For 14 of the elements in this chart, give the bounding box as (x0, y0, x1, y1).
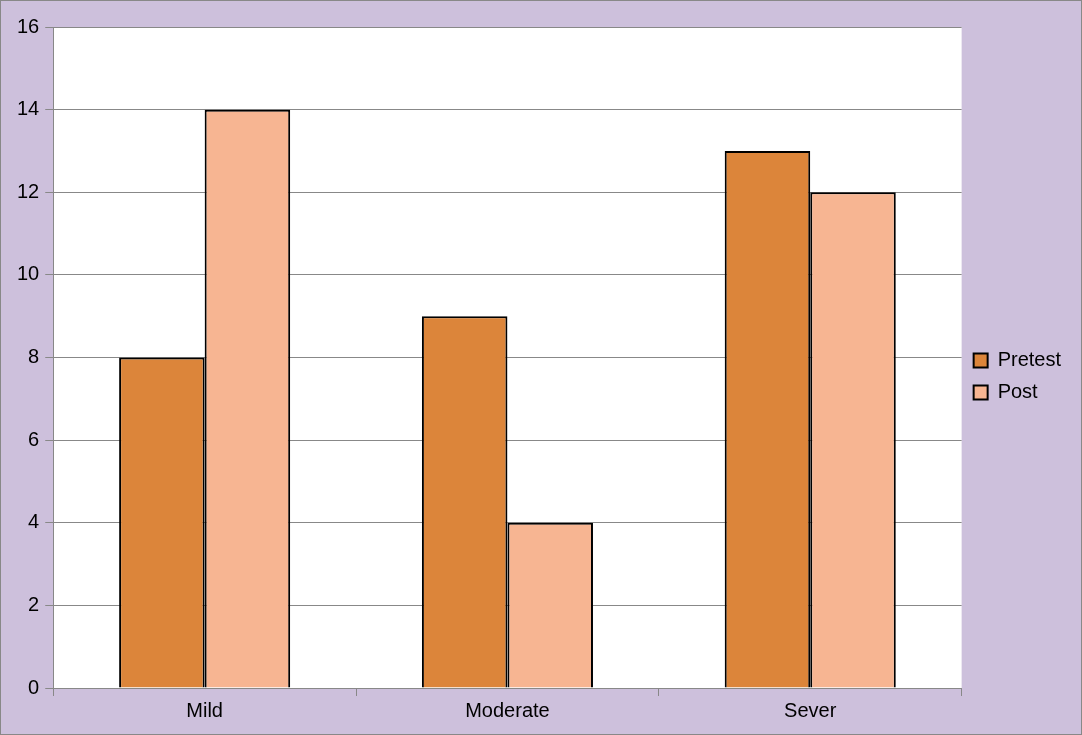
x-tick-label: Mild (186, 698, 223, 721)
x-tick-label: Moderate (465, 698, 550, 721)
y-tick-label: 6 (28, 427, 40, 450)
y-tick-label: 8 (28, 345, 40, 368)
y-tick-label: 14 (17, 97, 40, 120)
legend-label: Pretest (997, 348, 1062, 371)
legend-label: Post (997, 380, 1039, 403)
y-tick-label: 0 (28, 675, 40, 698)
y-tick-label: 2 (28, 592, 40, 615)
y-tick-label: 4 (28, 510, 40, 533)
y-tick-label: 10 (17, 262, 40, 285)
y-tick-label: 12 (17, 179, 40, 202)
x-tick-label: Sever (784, 698, 837, 721)
y-tick-label: 16 (17, 14, 40, 37)
